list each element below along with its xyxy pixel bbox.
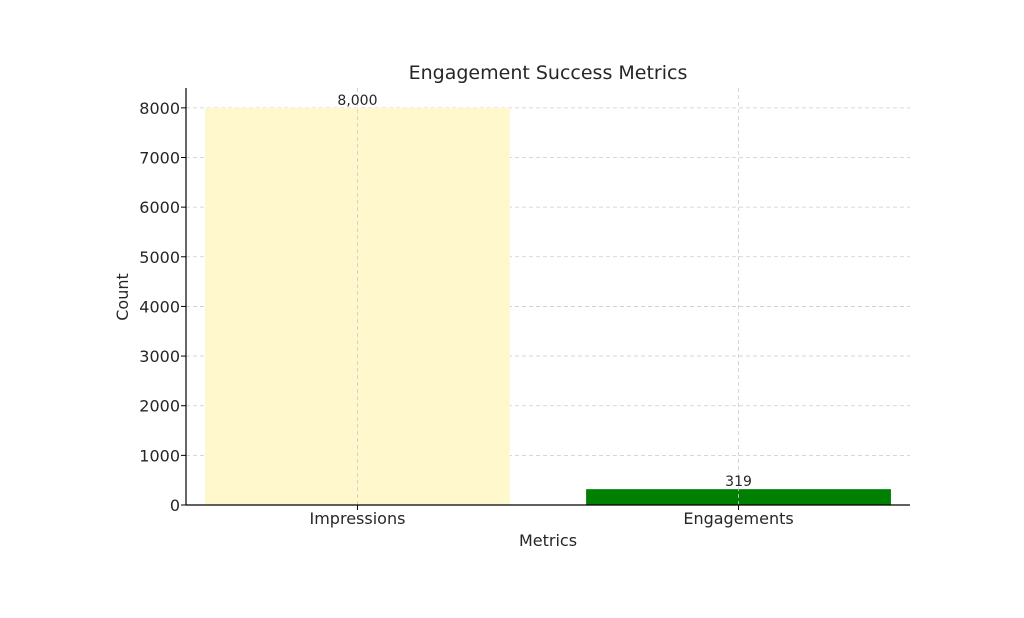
y-tick-label: 5000 <box>139 248 180 267</box>
chart-title: Engagement Success Metrics <box>409 62 688 84</box>
x-axis-label: Metrics <box>519 531 577 550</box>
y-tick-label: 4000 <box>139 297 180 316</box>
y-tick-label: 6000 <box>139 198 180 217</box>
bar-value-label: 319 <box>725 474 752 490</box>
y-tick-label: 0 <box>170 496 180 515</box>
y-tick-label: 8000 <box>139 99 180 118</box>
x-tick-label: Impressions <box>310 509 406 528</box>
y-tick-label: 3000 <box>139 347 180 366</box>
y-tick-label: 2000 <box>139 397 180 416</box>
bar-value-label: 8,000 <box>337 93 377 109</box>
x-tick-label: Engagements <box>683 509 793 528</box>
y-tick-label: 7000 <box>139 149 180 168</box>
axis-layer <box>181 88 910 510</box>
y-axis-label: Count <box>113 273 132 321</box>
label-layer: 0 1000 2000 3000 4000 5000 6000 7000 8000 Impress… <box>139 93 793 528</box>
y-tick-label: 1000 <box>139 446 180 465</box>
